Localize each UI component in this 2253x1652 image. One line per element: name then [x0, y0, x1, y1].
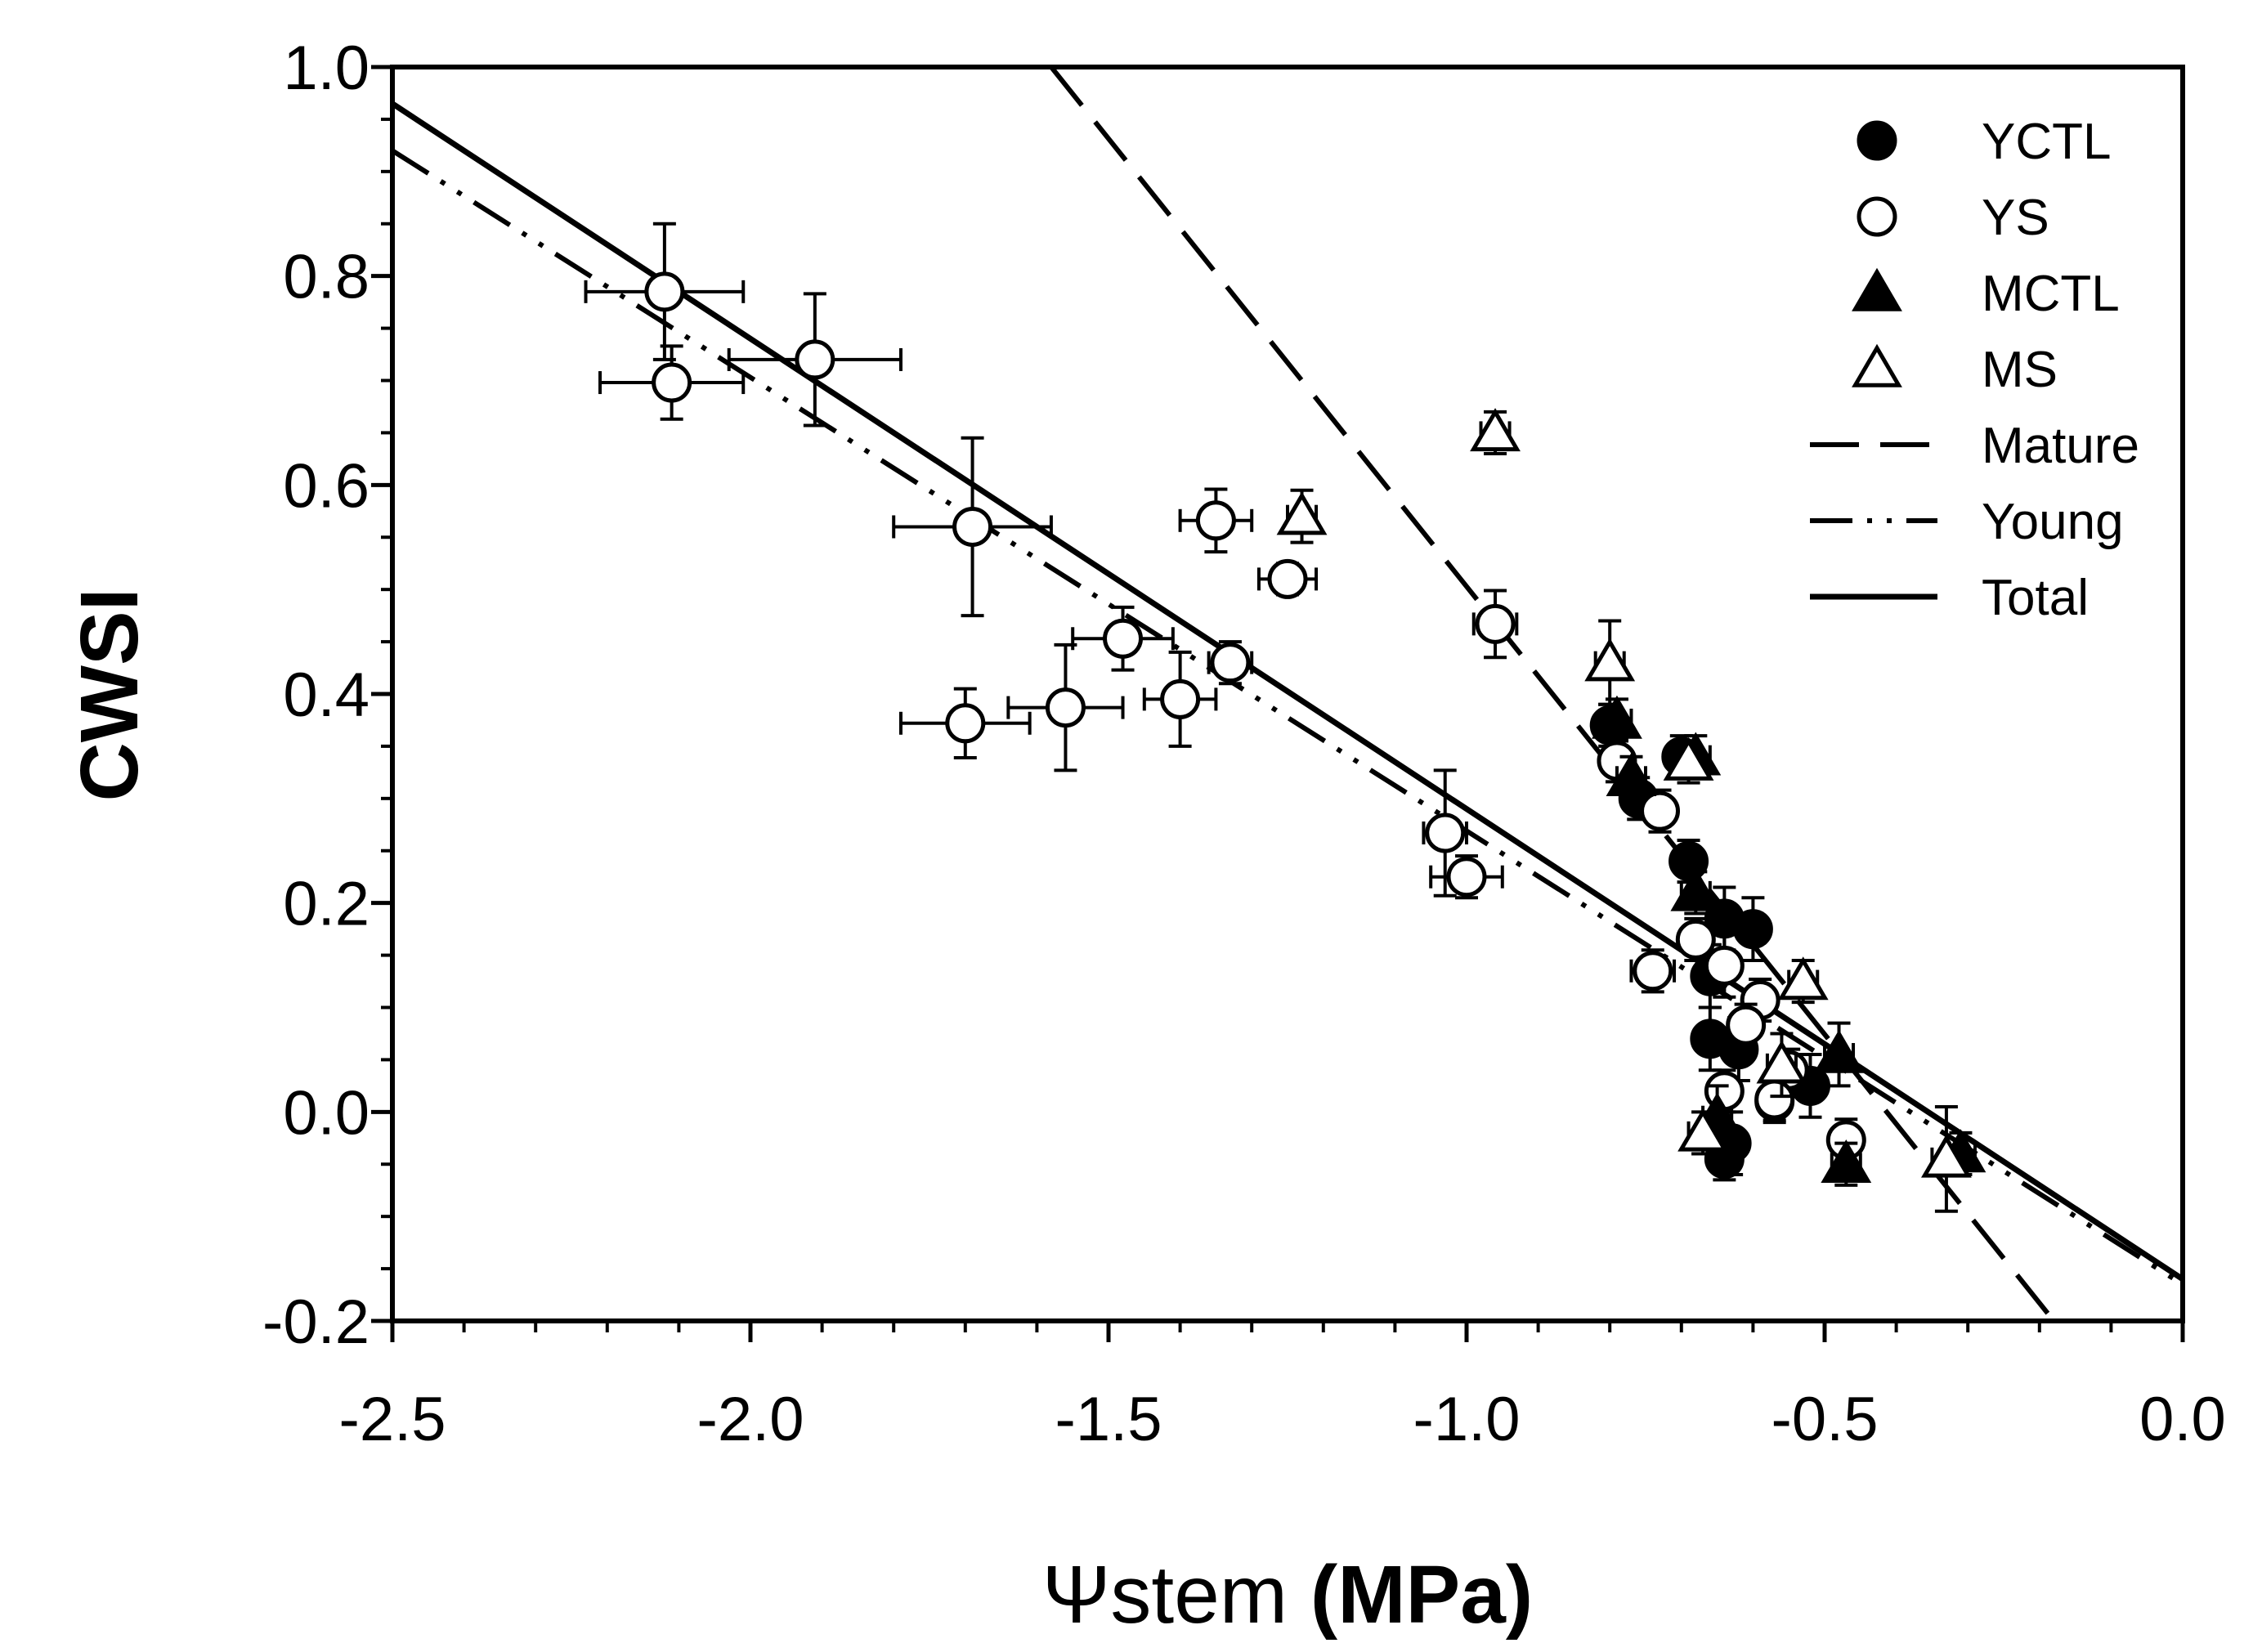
x-tick-label: -0.5 — [1771, 1385, 1879, 1454]
marker-open-triangle — [1584, 638, 1636, 682]
data-points — [584, 222, 1986, 1213]
series-ms — [1276, 408, 1972, 1213]
y-tick-label: 1.0 — [283, 34, 370, 103]
fit-lines — [392, 67, 2183, 1321]
marker-open-circle — [1195, 500, 1236, 541]
x-axis-title-text: stem — [1110, 1549, 1288, 1641]
marker-open-circle — [652, 362, 692, 403]
x-tick-label: -1.0 — [1413, 1385, 1521, 1454]
x-tick-label: 0.0 — [2139, 1385, 2226, 1454]
y-tick-label: 0.0 — [283, 1078, 370, 1148]
marker-open-circle — [1754, 1079, 1795, 1120]
marker-open-circle — [1475, 603, 1516, 644]
marker-filled-circle — [1668, 841, 1709, 882]
marker-filled-triangle — [1670, 867, 1722, 911]
y-tick-label: 0.6 — [283, 451, 370, 521]
x-axis-title: Ψstem (MPa) — [1042, 1549, 1533, 1641]
legend: YCTL YS MCTL MS Mature Young Total — [1810, 114, 2139, 626]
legend-label: Young — [1982, 494, 2124, 550]
legend-item: YS — [1857, 190, 2049, 246]
y-tick-label: 0.8 — [283, 243, 370, 312]
marker-open-triangle — [1677, 1108, 1728, 1152]
marker-open-circle — [644, 271, 685, 312]
marker-open-triangle — [1756, 1040, 1807, 1084]
fit-line-mature — [1049, 67, 2056, 1321]
legend-label: Mature — [1982, 418, 2139, 474]
marker-open-circle — [1103, 618, 1144, 659]
marker-open-circle — [1726, 1005, 1767, 1045]
legend-item: Young — [1810, 494, 2124, 550]
legend-label: MS — [1982, 342, 2058, 398]
marker-filled-circle — [1732, 909, 1773, 950]
x-axis-title-symbol: Ψ — [1042, 1549, 1111, 1641]
x-tick-label: -2.5 — [339, 1385, 446, 1454]
y-tick-label: 0.2 — [283, 870, 370, 939]
legend-item: MCTL — [1852, 266, 2120, 322]
marker-open-circle — [952, 506, 993, 547]
legend-label: MCTL — [1982, 266, 2120, 322]
marker-open-circle — [1640, 790, 1681, 831]
marker-open-triangle — [1777, 956, 1829, 1001]
marker-open-circle — [1633, 951, 1673, 992]
marker-filled-triangle — [1852, 267, 1902, 311]
marker-open-circle — [1267, 558, 1308, 599]
legend-item: Mature — [1810, 418, 2139, 474]
x-tick-label: -1.5 — [1055, 1385, 1162, 1454]
marker-open-circle — [1704, 945, 1745, 986]
marker-filled-triangle — [1821, 1139, 1872, 1183]
marker-open-circle — [1210, 642, 1251, 683]
marker-filled-triangle — [1592, 695, 1642, 739]
axes: -2.5 -2.0 -1.5 -1.0 -0.5 0.0 -0.2 0.0 0.2 0.4 0.6 0… — [262, 34, 2226, 1454]
fit-line-young — [392, 148, 2183, 1287]
marker-open-triangle — [1921, 1134, 1972, 1178]
legend-item: MS — [1852, 342, 2058, 398]
marker-open-circle — [1857, 196, 1897, 237]
marker-open-circle — [945, 703, 986, 744]
legend-label: YS — [1982, 190, 2049, 246]
marker-filled-triangle — [1606, 753, 1657, 797]
marker-filled-circle — [1857, 120, 1897, 161]
legend-label: YCTL — [1982, 114, 2111, 170]
marker-open-triangle — [1663, 736, 1714, 781]
legend-item: Total — [1810, 570, 2089, 626]
x-axis-title-space — [1288, 1549, 1310, 1641]
legend-item: YCTL — [1857, 114, 2111, 170]
y-axis-title: CWSI — [64, 588, 155, 801]
marker-open-circle — [1045, 687, 1086, 728]
legend-label: Total — [1982, 570, 2089, 626]
y-tick-label: -0.2 — [262, 1287, 370, 1357]
y-tick-label: 0.4 — [283, 660, 370, 730]
marker-open-triangle — [1852, 343, 1902, 387]
marker-open-circle — [1675, 919, 1716, 960]
marker-filled-triangle — [1813, 1029, 1865, 1073]
marker-open-triangle — [1276, 491, 1328, 535]
marker-open-circle — [795, 339, 835, 380]
x-tick-label: -2.0 — [697, 1385, 804, 1454]
marker-open-circle — [1425, 813, 1466, 853]
fit-line-total — [392, 101, 2183, 1282]
x-axis-title-unit: (MPa) — [1310, 1549, 1533, 1641]
marker-open-circle — [1160, 678, 1201, 719]
marker-open-triangle — [1470, 408, 1521, 452]
marker-open-circle — [1446, 857, 1487, 898]
